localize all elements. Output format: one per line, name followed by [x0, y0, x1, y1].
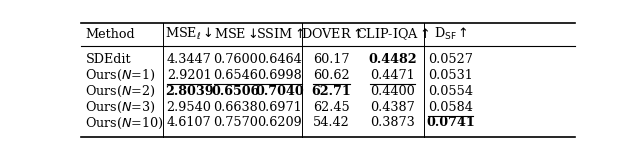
- Text: 4.3447: 4.3447: [167, 53, 211, 66]
- Text: Ours($N$=10): Ours($N$=10): [86, 115, 164, 131]
- Text: 54.42: 54.42: [313, 116, 350, 129]
- Text: 0.0741: 0.0741: [426, 116, 475, 129]
- Text: MSE$\downarrow$: MSE$\downarrow$: [214, 27, 258, 41]
- Text: 60.62: 60.62: [313, 69, 350, 82]
- Text: 4.6107: 4.6107: [167, 116, 211, 129]
- Text: 0.0554: 0.0554: [428, 85, 473, 98]
- Text: MSE$_\ell$$\downarrow$: MSE$_\ell$$\downarrow$: [165, 26, 213, 42]
- Text: 0.7040: 0.7040: [255, 85, 304, 98]
- Text: 2.9201: 2.9201: [167, 69, 211, 82]
- Text: 0.3873: 0.3873: [370, 116, 415, 129]
- Text: Ours($N$=1): Ours($N$=1): [86, 68, 156, 83]
- Text: D$_{\rm SF}$$\uparrow$: D$_{\rm SF}$$\uparrow$: [434, 26, 468, 42]
- Text: 60.17: 60.17: [313, 53, 349, 66]
- Text: 0.0531: 0.0531: [428, 69, 473, 82]
- Text: 0.6209: 0.6209: [257, 116, 302, 129]
- Text: 0.6464: 0.6464: [257, 53, 302, 66]
- Text: 0.4471: 0.4471: [370, 69, 415, 82]
- Text: 62.45: 62.45: [313, 101, 350, 114]
- Text: 0.4400: 0.4400: [370, 85, 415, 98]
- Text: SDEdit: SDEdit: [86, 53, 131, 66]
- Text: Method: Method: [86, 28, 135, 41]
- Text: 0.6971: 0.6971: [257, 101, 302, 114]
- Text: CLIP-IQA$\uparrow$: CLIP-IQA$\uparrow$: [356, 26, 429, 42]
- Text: 0.7570: 0.7570: [214, 116, 259, 129]
- Text: 0.6506: 0.6506: [212, 85, 260, 98]
- Text: 62.71: 62.71: [312, 85, 351, 98]
- Text: 2.9540: 2.9540: [166, 101, 212, 114]
- Text: 2.8039: 2.8039: [165, 85, 213, 98]
- Text: 0.4482: 0.4482: [368, 53, 417, 66]
- Text: 0.0584: 0.0584: [428, 101, 473, 114]
- Text: 0.4387: 0.4387: [370, 101, 415, 114]
- Text: Ours($N$=3): Ours($N$=3): [86, 100, 156, 115]
- Text: 0.0527: 0.0527: [428, 53, 473, 66]
- Text: 0.6638: 0.6638: [214, 101, 259, 114]
- Text: 0.6546: 0.6546: [214, 69, 259, 82]
- Text: Ours($N$=2): Ours($N$=2): [86, 84, 156, 99]
- Text: SSIM$\uparrow$: SSIM$\uparrow$: [256, 27, 304, 41]
- Text: 0.7600: 0.7600: [214, 53, 259, 66]
- Text: 0.6998: 0.6998: [257, 69, 302, 82]
- Text: DOVER$\uparrow$: DOVER$\uparrow$: [301, 27, 362, 41]
